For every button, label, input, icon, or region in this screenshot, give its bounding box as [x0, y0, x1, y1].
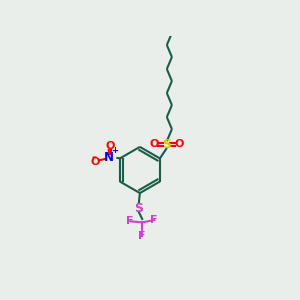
Text: +: +	[111, 146, 118, 155]
Text: S: S	[134, 202, 143, 214]
Text: O: O	[105, 141, 115, 151]
Text: F: F	[151, 215, 158, 225]
Text: O: O	[175, 139, 184, 149]
Text: O: O	[91, 157, 100, 167]
Text: N: N	[104, 151, 114, 164]
Text: O: O	[149, 139, 159, 149]
Text: S: S	[162, 138, 171, 151]
Text: F: F	[126, 216, 134, 226]
Text: -: -	[92, 151, 97, 164]
Text: F: F	[138, 231, 146, 241]
